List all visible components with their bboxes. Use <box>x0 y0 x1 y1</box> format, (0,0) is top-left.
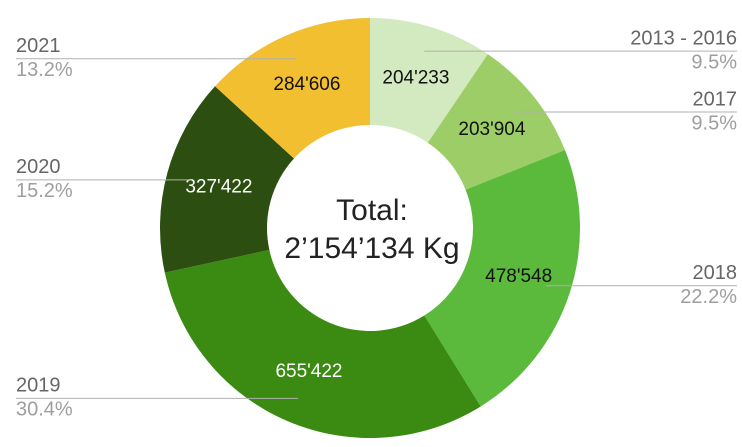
slice <box>160 86 294 273</box>
slices <box>160 18 580 438</box>
percent-label: 30.4% <box>16 399 73 421</box>
category-label: 2019 <box>16 375 61 397</box>
value-label: 327'422 <box>185 176 252 197</box>
slice <box>215 18 370 159</box>
category-label: 2018 <box>693 262 738 284</box>
percent-label: 9.5% <box>691 112 737 134</box>
category-label: 2021 <box>16 35 61 57</box>
center-title: Total: <box>336 194 408 227</box>
slice <box>424 150 580 407</box>
percent-label: 22.2% <box>680 286 737 308</box>
category-label: 2020 <box>16 156 61 178</box>
value-label: 203'904 <box>458 119 525 140</box>
percent-label: 13.2% <box>16 59 73 81</box>
value-label: 204'233 <box>382 67 449 88</box>
value-label: 655'422 <box>275 361 342 382</box>
percent-label: 9.5% <box>691 51 737 73</box>
center-total: 2’154’134 Kg <box>284 232 459 265</box>
category-label: 2017 <box>693 88 738 110</box>
slice <box>427 54 565 190</box>
percent-label: 15.2% <box>16 180 73 202</box>
slice <box>370 18 488 143</box>
value-label: 478'548 <box>485 266 552 287</box>
slice <box>164 249 481 438</box>
category-label: 2013 - 2016 <box>630 27 737 49</box>
value-label: 284'606 <box>273 74 340 95</box>
